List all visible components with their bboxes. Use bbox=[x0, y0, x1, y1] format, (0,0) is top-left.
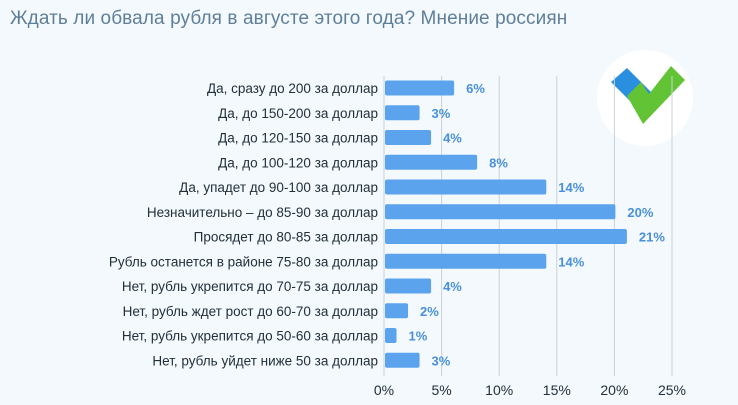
x-tick-label: 15% bbox=[543, 382, 571, 398]
bar bbox=[385, 179, 547, 195]
logo bbox=[597, 50, 693, 146]
value-label: 20% bbox=[627, 205, 653, 220]
value-label: 2% bbox=[420, 304, 439, 319]
value-label: 3% bbox=[432, 353, 451, 368]
bar bbox=[385, 80, 455, 96]
category-label: Нет, рубль ждет рост до 60-70 за доллар bbox=[123, 304, 378, 319]
chart-title: Ждать ли обвала рубля в августе этого го… bbox=[10, 8, 568, 29]
x-tick-label: 10% bbox=[485, 382, 513, 398]
category-label: Да, до 150-200 за доллар bbox=[218, 106, 378, 121]
category-label: Просядет до 80-85 за доллар bbox=[194, 230, 378, 245]
category-label: Да, упадет до 90-100 за доллар bbox=[179, 180, 378, 195]
x-tick-label: 5% bbox=[431, 382, 451, 398]
bar bbox=[385, 105, 420, 121]
value-label: 1% bbox=[409, 329, 428, 344]
x-tick-label: 0% bbox=[374, 382, 394, 398]
value-label: 21% bbox=[639, 230, 665, 245]
bar bbox=[385, 229, 627, 244]
value-label: 14% bbox=[558, 180, 584, 195]
x-tick-label: 25% bbox=[658, 382, 686, 398]
category-label: Да, сразу до 200 за доллар bbox=[207, 81, 378, 96]
bar bbox=[385, 328, 397, 343]
bar bbox=[385, 130, 432, 145]
bar bbox=[385, 253, 547, 269]
value-label: 4% bbox=[443, 279, 462, 294]
category-label: Нет, рубль укрепится до 50-60 за доллар bbox=[122, 329, 378, 344]
category-label: Рубль останется в районе 75-80 за доллар bbox=[109, 254, 378, 269]
checkmark-logo-icon bbox=[597, 50, 693, 146]
category-label: Незначительно – до 85-90 за доллар bbox=[147, 205, 378, 220]
bar bbox=[385, 154, 478, 170]
value-label: 3% bbox=[432, 106, 451, 121]
value-label: 8% bbox=[489, 155, 508, 170]
value-label: 6% bbox=[466, 81, 485, 96]
bar bbox=[385, 352, 420, 368]
category-label: Да, до 100-120 за доллар bbox=[218, 155, 378, 170]
category-label: Нет, рубль уйдет ниже 50 за доллар bbox=[152, 353, 378, 368]
x-tick-label: 20% bbox=[600, 382, 628, 398]
bar bbox=[385, 278, 432, 294]
bar bbox=[385, 303, 409, 319]
value-label: 4% bbox=[443, 131, 462, 146]
value-label: 14% bbox=[558, 254, 584, 269]
category-label: Нет, рубль укрепится до 70-75 за доллар bbox=[122, 279, 378, 294]
bar bbox=[385, 204, 616, 220]
category-label: Да, до 120-150 за доллар bbox=[218, 131, 378, 146]
